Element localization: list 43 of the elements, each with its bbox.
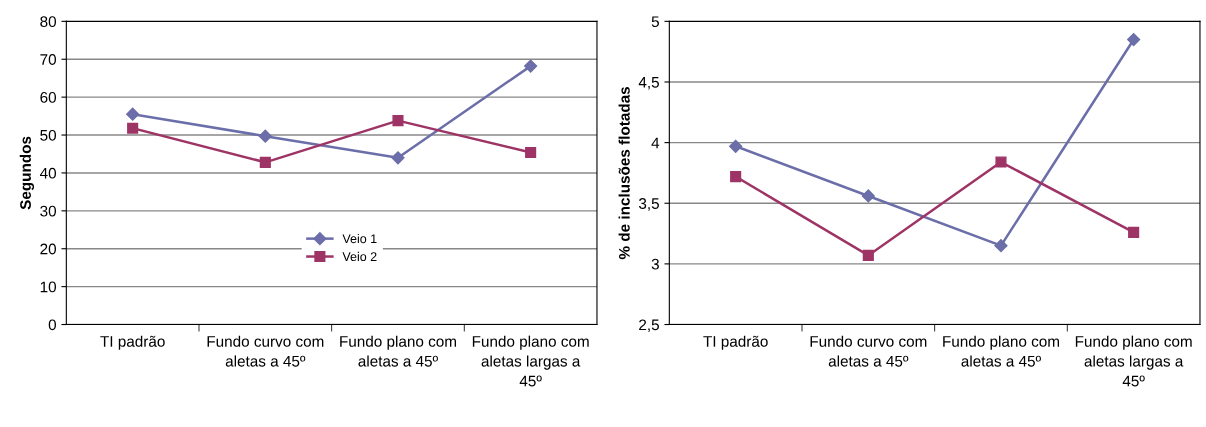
point bbox=[127, 122, 139, 134]
point bbox=[126, 107, 140, 121]
y-tick-label: 20 bbox=[40, 243, 57, 255]
y-tick-label: 10 bbox=[40, 281, 57, 293]
y-axis-title: % de inclusões flotadas bbox=[618, 86, 630, 260]
point bbox=[1128, 226, 1140, 238]
point bbox=[259, 156, 271, 168]
point bbox=[391, 151, 405, 165]
point bbox=[525, 146, 537, 159]
point bbox=[729, 139, 743, 153]
legend-label: Veio 1 bbox=[342, 233, 377, 244]
x-tick-label: Fundo curvo com aletas a 45º bbox=[207, 335, 324, 367]
y-tick-label: 4,5 bbox=[638, 77, 659, 90]
y-tick-label: 80 bbox=[40, 16, 57, 28]
y-axis-title: Segundos bbox=[19, 136, 35, 210]
point bbox=[730, 171, 742, 183]
point bbox=[995, 156, 1007, 168]
point bbox=[1127, 32, 1141, 47]
y-tick-label: 40 bbox=[39, 167, 57, 179]
y-tick-label: 30 bbox=[40, 205, 57, 217]
y-tick-label: 70 bbox=[40, 54, 57, 65]
y-tick-label: 60 bbox=[40, 92, 57, 103]
point bbox=[524, 59, 538, 73]
point bbox=[258, 129, 272, 143]
x-tick-label: TI padrão bbox=[703, 335, 768, 350]
x-tick-label: Fundo plano com aletas a 45º bbox=[943, 335, 1059, 367]
y-tick-label: 2,5 bbox=[639, 319, 659, 333]
y-tick-label: 50 bbox=[40, 129, 57, 141]
point bbox=[861, 189, 875, 203]
y-tick-label: 0 bbox=[48, 319, 57, 331]
x-tick-label: Fundo plano com aletas largas a 45º bbox=[1075, 335, 1192, 387]
point bbox=[862, 249, 874, 261]
point bbox=[392, 115, 404, 127]
x-tick-label: Fundo plano com aletas largas a 45º bbox=[472, 335, 589, 387]
x-tick-label: Fundo curvo com aletas a 45º bbox=[810, 335, 927, 367]
y-tick-label: 3 bbox=[651, 258, 659, 270]
point bbox=[994, 239, 1008, 253]
y-tick-label: 3,5 bbox=[638, 198, 659, 211]
y-tick-label: 4 bbox=[651, 137, 660, 149]
x-tick-label: Fundo plano com aletas a 45º bbox=[340, 335, 456, 367]
y-tick-label: 5 bbox=[651, 16, 659, 28]
x-tick-label: TI padrão bbox=[100, 335, 165, 350]
legend-label: Veio 2 bbox=[342, 251, 377, 262]
